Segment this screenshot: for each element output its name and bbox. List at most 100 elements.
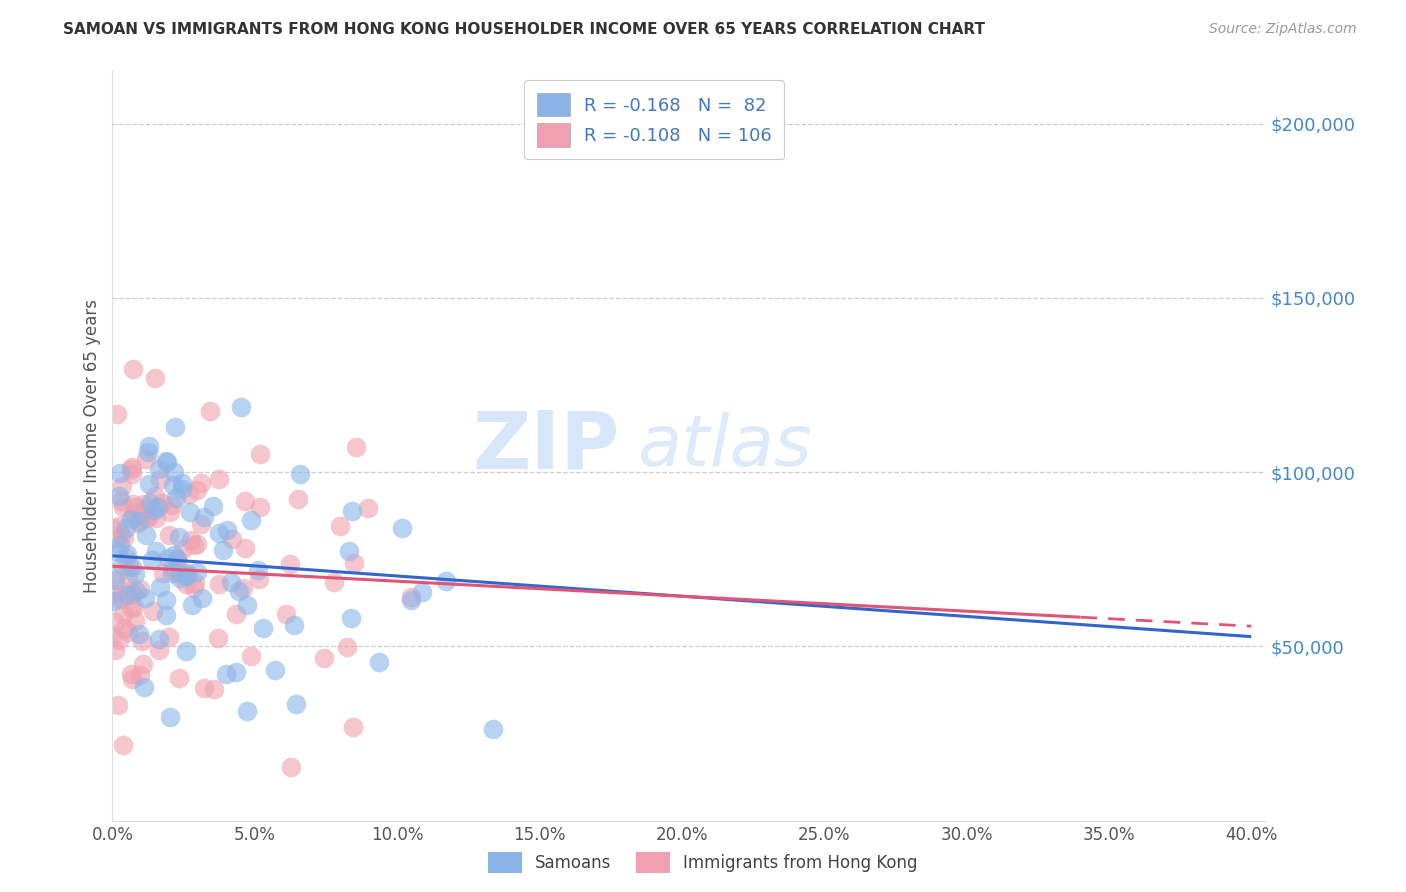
Point xyxy=(110,467,132,481)
Point xyxy=(176,566,198,580)
Point xyxy=(117,558,139,573)
Point xyxy=(125,584,148,599)
Point xyxy=(124,510,146,524)
Point xyxy=(112,500,135,515)
Point xyxy=(139,496,162,510)
Point xyxy=(120,512,142,526)
Point xyxy=(132,680,155,694)
Point xyxy=(323,575,346,590)
Point xyxy=(128,627,150,641)
Point xyxy=(169,571,191,585)
Point xyxy=(112,621,135,635)
Point xyxy=(190,517,212,532)
Point xyxy=(179,506,201,520)
Point xyxy=(344,441,367,455)
Point xyxy=(247,563,270,577)
Point xyxy=(124,500,146,514)
Point xyxy=(101,521,124,535)
Point xyxy=(169,671,191,685)
Point xyxy=(357,500,380,515)
Point xyxy=(249,447,271,461)
Point xyxy=(340,503,363,517)
Point xyxy=(162,478,184,492)
Point xyxy=(167,530,190,544)
Point xyxy=(129,667,152,681)
Point xyxy=(101,584,124,599)
Point xyxy=(176,569,198,583)
Point xyxy=(110,528,132,542)
Point xyxy=(180,533,202,548)
Point xyxy=(239,513,262,527)
Point xyxy=(186,483,208,498)
Point xyxy=(150,496,173,510)
Point xyxy=(111,558,134,572)
Point xyxy=(167,566,190,581)
Point xyxy=(157,527,180,541)
Legend: R = -0.168   N =  82, R = -0.108   N = 106: R = -0.168 N = 82, R = -0.108 N = 106 xyxy=(524,80,785,160)
Point xyxy=(155,592,177,607)
Point xyxy=(101,594,124,608)
Point xyxy=(121,460,143,475)
Point xyxy=(101,629,124,643)
Point xyxy=(228,584,250,599)
Point xyxy=(162,498,184,512)
Point xyxy=(108,519,131,533)
Point xyxy=(239,649,262,664)
Point xyxy=(159,710,181,724)
Point xyxy=(117,624,139,639)
Point xyxy=(121,507,143,521)
Point xyxy=(156,455,179,469)
Point xyxy=(157,630,180,644)
Point xyxy=(337,543,360,558)
Point xyxy=(183,581,205,595)
Point xyxy=(163,549,186,563)
Point xyxy=(107,586,129,600)
Point xyxy=(208,576,231,591)
Point xyxy=(107,698,129,713)
Point xyxy=(145,489,167,503)
Point xyxy=(193,681,215,695)
Text: ZIP: ZIP xyxy=(472,407,620,485)
Point xyxy=(155,454,177,468)
Point xyxy=(132,497,155,511)
Point xyxy=(399,593,422,607)
Point xyxy=(156,551,179,566)
Point xyxy=(235,541,257,555)
Point xyxy=(136,444,159,458)
Point xyxy=(191,591,214,605)
Point xyxy=(207,632,229,646)
Point xyxy=(184,576,207,591)
Point xyxy=(131,634,153,648)
Point xyxy=(107,633,129,648)
Point xyxy=(135,528,157,542)
Point xyxy=(128,514,150,528)
Point xyxy=(236,704,259,718)
Point xyxy=(128,582,150,597)
Point xyxy=(180,599,202,613)
Point xyxy=(215,523,238,537)
Point xyxy=(481,723,503,737)
Point xyxy=(336,640,359,654)
Point xyxy=(141,552,163,566)
Point xyxy=(148,632,170,646)
Point xyxy=(263,663,285,677)
Point xyxy=(215,667,238,681)
Point xyxy=(155,608,177,623)
Point xyxy=(399,590,422,604)
Point xyxy=(108,538,131,552)
Point xyxy=(124,614,146,628)
Point xyxy=(134,501,156,516)
Point xyxy=(159,505,181,519)
Point xyxy=(121,361,143,376)
Point xyxy=(183,537,205,551)
Point xyxy=(115,521,138,535)
Point xyxy=(166,552,188,566)
Point xyxy=(104,643,127,657)
Point xyxy=(135,510,157,524)
Point xyxy=(107,544,129,558)
Point xyxy=(329,519,352,533)
Point xyxy=(110,493,132,508)
Point xyxy=(104,574,127,588)
Point xyxy=(115,551,138,566)
Point xyxy=(146,500,169,514)
